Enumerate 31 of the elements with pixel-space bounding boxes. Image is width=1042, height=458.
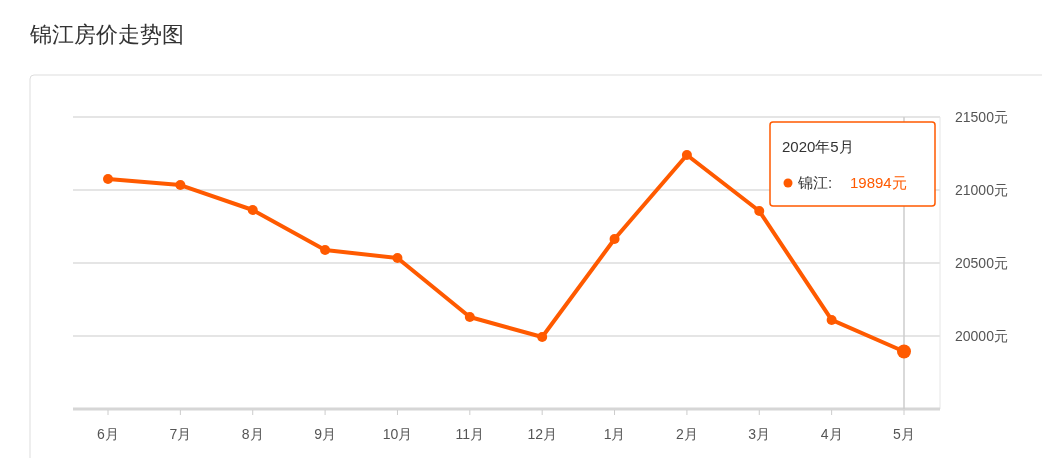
x-tick-label: 6月 [97,426,119,442]
x-tick-label: 7月 [169,426,192,442]
x-tick-label: 2月 [676,426,698,442]
text: 19894元 [850,174,907,191]
point [247,205,258,215]
chart-title: 锦江房价走势图 [29,22,184,47]
x-tick-label: 1月 [603,426,626,442]
x-tick-label: 10月 [382,426,413,442]
point [103,174,113,185]
x-tick-label: 5月 [893,426,915,442]
point [537,332,548,343]
point [681,149,692,160]
x-tick-label: 9月 [314,426,336,442]
x-tick-label: 12月 [527,426,557,442]
point [754,206,765,217]
y-tick-label: 20000元 [955,327,1008,344]
y-tick-label: 20500元 [955,254,1008,271]
point [609,234,620,245]
x-tick-label: 4月 [820,426,843,442]
y-tick-label: 21000元 [955,181,1008,198]
point [392,253,403,264]
x-tick-label: 8月 [241,426,264,442]
y-tick-label: 21500元 [955,108,1008,125]
point [320,245,331,256]
annotation: 2020年5月 [782,138,854,155]
point [464,312,475,323]
point [175,180,186,191]
point [826,314,837,325]
x-tick-label: 11月 [455,426,485,442]
legend-label: 锦江: [797,174,833,191]
x-tick-label: 3月 [748,426,771,442]
